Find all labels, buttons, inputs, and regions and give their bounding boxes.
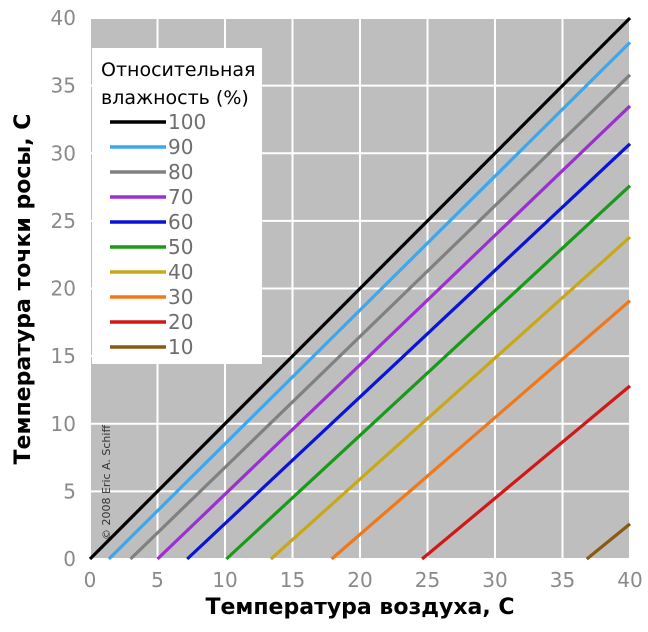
legend-label-80: 80 [168,160,193,184]
legend-label-40: 40 [168,260,193,284]
legend-label-20: 20 [168,310,193,334]
y-tick-label: 10 [51,412,76,436]
series-line-50 [225,184,632,561]
legend: Относительная влажность (%) 100908070605… [92,48,262,364]
x-tick-label: 40 [617,568,642,592]
copyright-text: © 2008 Eric A. Schiff [100,425,113,540]
x-tick-label: 20 [347,568,372,592]
y-tick-label: 40 [51,6,76,30]
x-tick-label: 15 [280,568,305,592]
legend-label-60: 60 [168,210,193,234]
series-line-10 [585,522,632,561]
y-tick-label: 0 [63,547,76,571]
series-line-40 [269,235,632,561]
y-tick-label: 25 [51,209,76,233]
legend-title-line2: влажность (%) [101,87,249,109]
y-tick-label: 20 [51,277,76,301]
series-line-80 [129,73,632,561]
y-tick-label: 35 [51,74,76,98]
x-tick-label: 10 [212,568,237,592]
legend-box [92,48,262,364]
x-tick-label: 0 [84,568,97,592]
series-line-70 [156,104,632,561]
y-tick-label: 5 [63,479,76,503]
y-tick-label: 30 [51,141,76,165]
x-tick-label: 25 [415,568,440,592]
series-lines [88,16,632,561]
axis-ticks: 0 5 10 15 20 25 30 35 40 0 5 10 15 20 25 30 35 40 [51,6,643,592]
legend-title-line1: Относительная [101,59,255,81]
x-axis-label: Температура воздуха, С [205,595,514,620]
legend-label-90: 90 [168,135,193,159]
legend-label-30: 30 [168,285,193,309]
x-tick-label: 5 [151,568,164,592]
legend-label-70: 70 [168,185,193,209]
y-axis-label: Температура точки росы, С [11,114,36,465]
series-line-100 [88,16,632,561]
series-line-60 [186,142,632,561]
legend-label-100: 100 [168,110,206,134]
y-tick-label: 15 [51,344,76,368]
legend-label-10: 10 [168,335,193,359]
series-line-30 [330,299,632,561]
series-line-90 [107,41,632,561]
legend-label-50: 50 [168,235,193,259]
series-line-20 [421,384,632,561]
x-tick-label: 35 [550,568,575,592]
x-tick-label: 30 [482,568,507,592]
